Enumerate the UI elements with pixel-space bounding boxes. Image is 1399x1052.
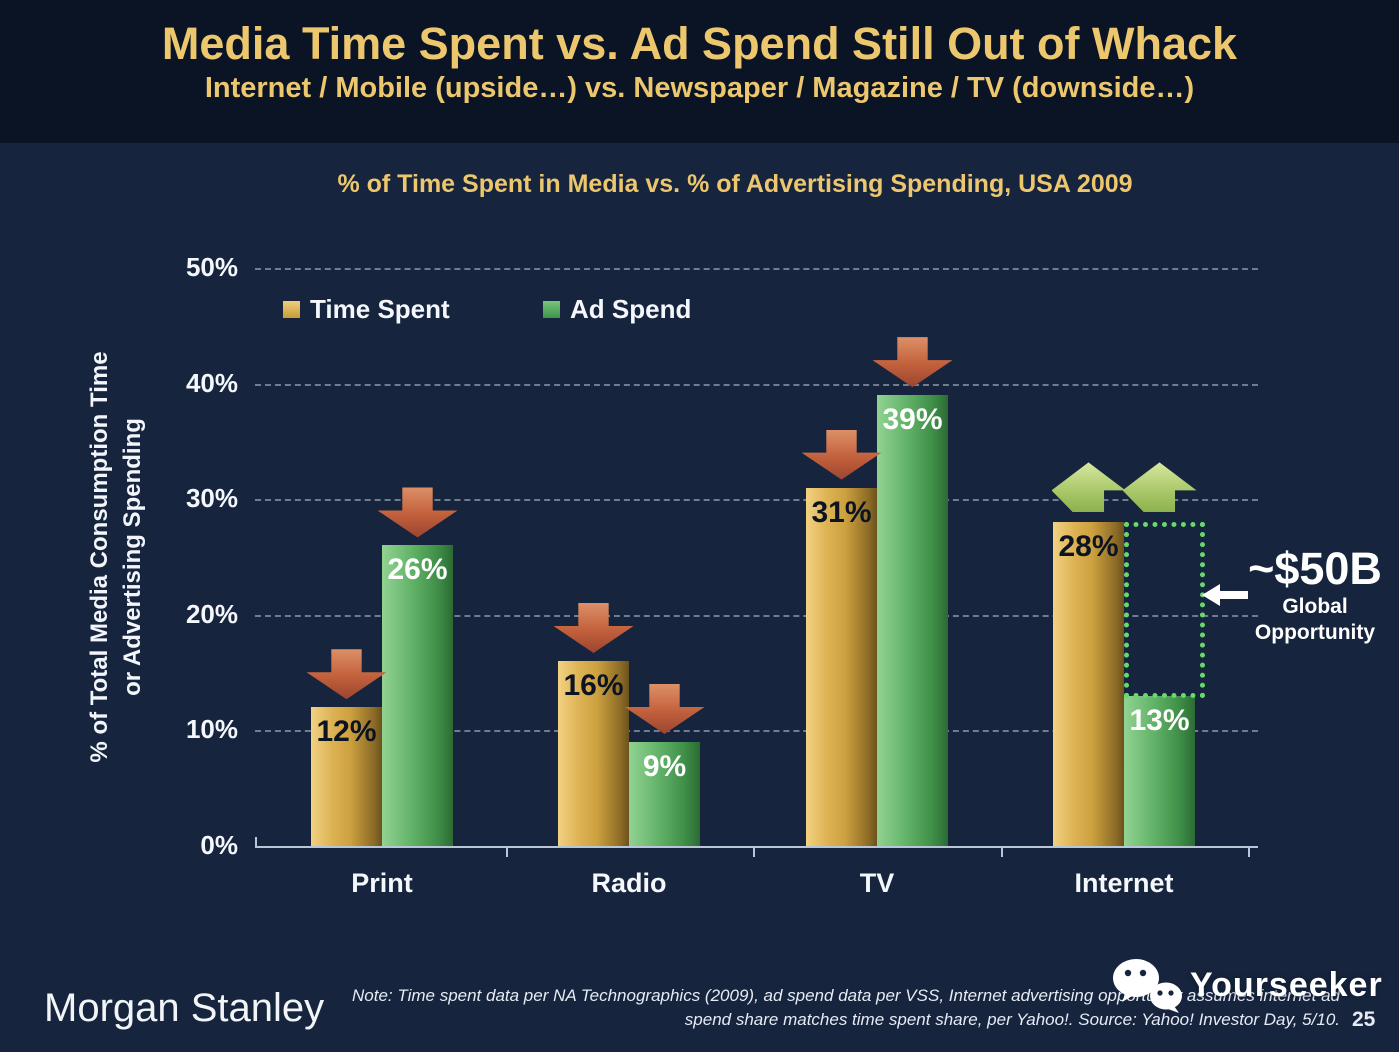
- opportunity-label-line2: Opportunity: [1254, 621, 1376, 644]
- y-tick-label-50%: 50%: [185, 252, 238, 282]
- x-axis-left-tick: [255, 837, 257, 846]
- category-label-internet: Internet: [1074, 868, 1174, 898]
- bar-time-spent-tv: [806, 487, 877, 846]
- bar-value-ad-spend-print: 26%: [387, 553, 448, 587]
- bar-value-time-spent-internet: 28%: [1058, 530, 1119, 564]
- bar-value-ad-spend-internet: 13%: [1129, 703, 1190, 737]
- bar-value-time-spent-print: 12%: [316, 715, 377, 749]
- bar-time-spent-radio: [558, 661, 629, 846]
- morgan-stanley-logo: Morgan Stanley: [44, 986, 325, 1030]
- opportunity-dotted-box: [1124, 522, 1205, 698]
- opportunity-label-line1: Global: [1282, 595, 1348, 618]
- bar-value-time-spent-radio: 16%: [563, 669, 624, 703]
- legend-item-time-spent: Time Spent: [283, 292, 450, 326]
- y-tick-label-10%: 10%: [185, 714, 238, 745]
- opportunity-headline: ~$50B: [1248, 543, 1382, 594]
- y-tick-label-40%: 40%: [185, 367, 238, 398]
- up-arrow-icon-internet-0: [1051, 462, 1126, 513]
- legend-label-time-spent: Time Spent: [310, 293, 450, 324]
- source-note-line2: spend share matches time spent share, pe…: [684, 1010, 1340, 1029]
- x-axis-line: [255, 846, 1258, 848]
- bar-value-time-spent-tv: 31%: [811, 495, 872, 529]
- y-tick-label-0%: 0%: [200, 830, 238, 860]
- bar-ad-spend-print: [382, 545, 453, 846]
- down-arrow-icon-print-1: [377, 487, 458, 538]
- category-label-radio: Radio: [591, 868, 667, 898]
- slide-subtitle: Internet / Mobile (upside…) vs. Newspape…: [204, 72, 1195, 104]
- source-note: Note: Time spent data per NA Technograph…: [322, 984, 1340, 1032]
- gridline-10%: [255, 730, 1258, 733]
- gridline-50%: [255, 268, 1258, 270]
- bar-ad-spend-internet: [1124, 695, 1195, 846]
- ad-spend-swatch-icon: [543, 300, 560, 318]
- slide-header: Media Time Spent vs. Ad Spend Still Out …: [0, 0, 1399, 143]
- bar-time-spent-internet: [1053, 522, 1124, 846]
- time-spent-swatch-icon: [283, 300, 300, 318]
- opportunity-annotation: ~$50B Global Opportunity: [1232, 544, 1398, 646]
- down-arrow-icon-tv-1: [872, 337, 953, 388]
- wechat-icon: [1113, 959, 1182, 1013]
- gridline-30%: [255, 499, 1258, 502]
- down-arrow-icon-tv-0: [801, 429, 882, 480]
- left-arrow-icon: [1202, 584, 1248, 606]
- watermark: Yourseeker: [1104, 956, 1383, 1014]
- x-axis-tick-1: [753, 848, 755, 857]
- up-arrow-icon-internet-1: [1122, 462, 1197, 513]
- bar-time-spent-print: [311, 707, 382, 846]
- y-tick-label-30%: 30%: [185, 483, 238, 514]
- x-axis-tick-3: [1248, 848, 1250, 857]
- gridline-20%: [255, 614, 1258, 617]
- bar-ad-spend-tv: [877, 395, 948, 846]
- bar-value-ad-spend-tv: 39%: [882, 403, 943, 437]
- legend-item-ad-spend: Ad Spend: [543, 292, 691, 326]
- gridline-40%: [255, 383, 1258, 386]
- bar-ad-spend-radio: [629, 741, 700, 846]
- x-axis-tick-2: [1000, 848, 1003, 857]
- category-label-tv: TV: [859, 868, 895, 898]
- chart-title: % of Time Spent in Media vs. % of Advert…: [337, 170, 1133, 198]
- watermark-text: Yourseeker: [1190, 965, 1383, 1004]
- slide-title: Media Time Spent vs. Ad Spend Still Out …: [161, 18, 1238, 69]
- y-tick-label-20%: 20%: [185, 598, 238, 629]
- down-arrow-icon-radio-1: [624, 683, 705, 734]
- bar-value-ad-spend-radio: 9%: [642, 749, 687, 783]
- x-axis-tick-0: [505, 848, 508, 857]
- page-number: 25: [1352, 1008, 1376, 1031]
- category-label-print: Print: [351, 868, 413, 898]
- down-arrow-icon-print-0: [306, 649, 387, 700]
- legend-label-ad-spend: Ad Spend: [570, 293, 692, 324]
- source-note-line1: Note: Time spent data per NA Technograph…: [351, 986, 1340, 1005]
- down-arrow-icon-radio-0: [553, 603, 634, 654]
